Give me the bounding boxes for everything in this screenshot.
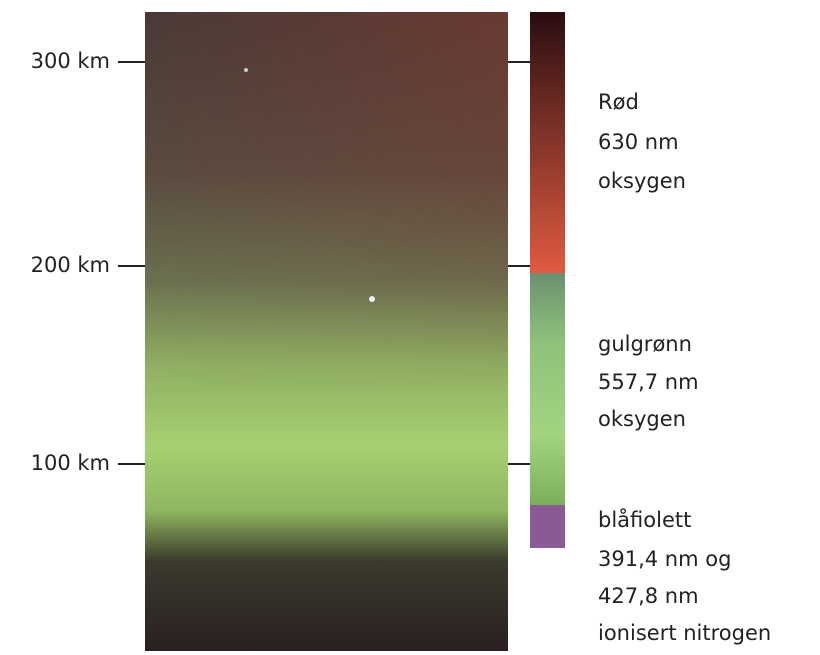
band-text: 427,8 nm — [598, 584, 699, 608]
aurora-photo — [145, 12, 508, 651]
band-text: ionisert nitrogen — [598, 621, 771, 645]
band-text: oksygen — [598, 407, 686, 431]
band-labels: Rød 630 nm oksygen gulgrønn 557,7 nm oks… — [598, 90, 771, 645]
altitude-label: 300 km — [31, 49, 110, 73]
aurora-diagram: 300 km 200 km 100 km Rød 630 nm oksygen … — [0, 0, 820, 651]
band-text: oksygen — [598, 169, 686, 193]
altitude-label: 100 km — [31, 451, 110, 475]
band-text: blåfiolett — [598, 507, 691, 532]
band-text: 391,4 nm og — [598, 547, 731, 571]
band-text: 557,7 nm — [598, 370, 699, 394]
band-text: Rød — [598, 90, 639, 114]
band-text: 630 nm — [598, 130, 679, 154]
color-bar — [530, 12, 565, 548]
altitude-label: 200 km — [31, 253, 110, 277]
band-text: gulgrønn — [598, 332, 692, 356]
